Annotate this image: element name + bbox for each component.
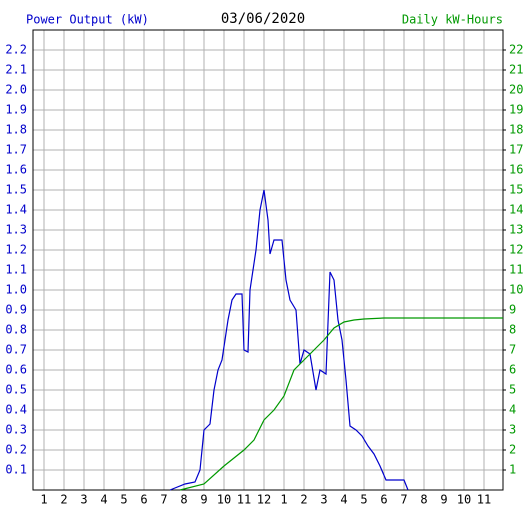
x-tick-label: 8 [420, 493, 427, 507]
y-tick-label: 0.7 [5, 343, 27, 357]
x-tick-label: 3 [320, 493, 327, 507]
data-line [179, 317, 503, 491]
y-tick-label: 0.2 [5, 443, 27, 457]
y-tick-label: 0.1 [5, 463, 27, 477]
y2-tick-label: 17 [509, 143, 523, 157]
y-tick-label: 2.1 [5, 63, 27, 77]
y2-tick-label: 18 [509, 123, 523, 137]
x-tick-label: 8 [180, 493, 187, 507]
x-tick-label: 12 [257, 493, 271, 507]
y2-tick-label: 2 [509, 443, 516, 457]
y-tick-label: 2.2 [5, 43, 27, 57]
x-tick-label: 10 [457, 493, 471, 507]
y2-tick-label: 3 [509, 423, 516, 437]
x-tick-label: 9 [200, 493, 207, 507]
y-tick-label: 1.2 [5, 243, 27, 257]
y2-tick-label: 11 [509, 263, 523, 277]
x-tick-label: 6 [140, 493, 147, 507]
data-line [169, 189, 409, 491]
y-tick-label: 1.6 [5, 163, 27, 177]
y2-tick-label: 19 [509, 103, 523, 117]
x-tick-label: 4 [340, 493, 347, 507]
y-tick-label: 1.7 [5, 143, 27, 157]
y-tick-label: 2.0 [5, 83, 27, 97]
x-tick-label: 1 [280, 493, 287, 507]
x-tick-label: 10 [217, 493, 231, 507]
y2-tick-label: 6 [509, 363, 516, 377]
y-tick-label: 1.3 [5, 223, 27, 237]
y-tick-label: 0.6 [5, 363, 27, 377]
x-tick-label: 1 [40, 493, 47, 507]
y2-tick-label: 5 [509, 383, 516, 397]
y2-axis-title: Daily kW-Hours [402, 13, 503, 27]
y-tick-label: 1.8 [5, 123, 27, 137]
x-tick-label: 2 [300, 493, 307, 507]
y2-tick-label: 1 [509, 463, 516, 477]
x-tick-label: 2 [60, 493, 67, 507]
x-tick-label: 5 [360, 493, 367, 507]
x-tick-label: 9 [440, 493, 447, 507]
y-tick-label: 1.9 [5, 103, 27, 117]
x-tick-label: 7 [160, 493, 167, 507]
y-tick-label: 1.1 [5, 263, 27, 277]
plot-border [32, 29, 504, 491]
x-tick-label: 3 [80, 493, 87, 507]
y-tick-label: 1.4 [5, 203, 27, 217]
y-tick-label: 0.3 [5, 423, 27, 437]
y2-tick-label: 22 [509, 43, 523, 57]
x-tick-label: 6 [380, 493, 387, 507]
y2-tick-label: 7 [509, 343, 516, 357]
y-tick-label: 0.8 [5, 323, 27, 337]
y2-tick-label: 9 [509, 303, 516, 317]
y-tick-label: 1.0 [5, 283, 27, 297]
y2-tick-label: 20 [509, 83, 523, 97]
x-tick-label: 5 [120, 493, 127, 507]
y2-tick-label: 12 [509, 243, 523, 257]
y2-tick-label: 10 [509, 283, 523, 297]
x-tick-label: 11 [477, 493, 491, 507]
y2-tick-label: 14 [509, 203, 523, 217]
y2-tick-label: 4 [509, 403, 516, 417]
y-tick-label: 1.5 [5, 183, 27, 197]
y-tick-label: 0.9 [5, 303, 27, 317]
x-tick-label: 4 [100, 493, 107, 507]
y-tick-label: 0.4 [5, 403, 27, 417]
chart-title: 03/06/2020 [221, 11, 305, 27]
y2-tick-label: 15 [509, 183, 523, 197]
y-tick-label: 0.5 [5, 383, 27, 397]
x-tick-label: 7 [400, 493, 407, 507]
x-tick-label: 11 [237, 493, 251, 507]
y2-tick-label: 13 [509, 223, 523, 237]
y2-tick-label: 16 [509, 163, 523, 177]
y2-tick-label: 8 [509, 323, 516, 337]
y-axis-title: Power Output (kW) [26, 13, 149, 27]
y2-tick-label: 21 [509, 63, 523, 77]
